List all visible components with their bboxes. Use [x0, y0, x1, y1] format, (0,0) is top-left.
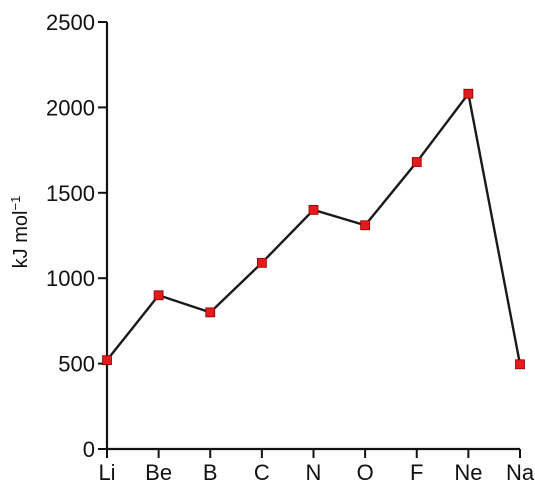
marker-layer [102, 88, 525, 370]
data-point-marker [102, 355, 112, 366]
axes [105, 22, 520, 451]
data-point-marker [308, 204, 319, 215]
y-axis-label: kJ mol−1 [8, 196, 33, 269]
y-tick-label: 500 [58, 352, 95, 377]
x-tick-label: O [357, 460, 374, 484]
x-tick-label: Ne [454, 460, 482, 484]
series-layer [106, 90, 522, 365]
data-point-marker [515, 359, 525, 370]
data-point-marker [256, 257, 267, 268]
x-tick-label: Be [145, 460, 172, 484]
x-tick-label: C [254, 460, 270, 484]
x-tick-label: Na [506, 460, 535, 484]
y-tick-label: 0 [83, 437, 95, 462]
y-tick-label: 2500 [46, 10, 95, 35]
y-axis-ticks: 0 500 1000 1500 2000 2500 [46, 10, 107, 462]
data-point-marker [153, 290, 164, 301]
x-axis-ticks: Li Be B C N O F Ne Na [98, 449, 535, 484]
x-tick-label: N [306, 460, 322, 484]
data-point-marker [411, 157, 422, 167]
y-tick-label: 1000 [46, 266, 95, 291]
data-point-marker [205, 307, 216, 318]
y-tick-label: 2000 [46, 95, 95, 120]
y-axis-label-superscript: −1 [8, 196, 23, 211]
data-point-marker [360, 220, 371, 231]
x-tick-label: F [410, 460, 423, 484]
y-tick-label: 1500 [46, 181, 95, 206]
data-point-marker [463, 88, 474, 99]
y-axis-label-main: kJ mol [10, 211, 32, 269]
x-tick-label: Li [98, 460, 115, 484]
x-tick-label: B [203, 460, 218, 484]
series-line [106, 90, 522, 365]
